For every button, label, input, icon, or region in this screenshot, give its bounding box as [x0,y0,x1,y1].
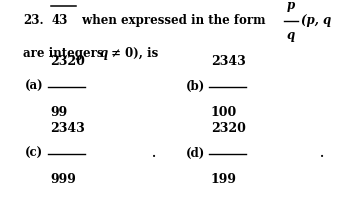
Text: (b): (b) [186,80,205,93]
Text: .: . [320,147,324,160]
Text: p: p [287,0,295,12]
Text: are integers: are integers [23,47,108,60]
Text: q: q [100,47,108,60]
Text: 199: 199 [211,173,237,186]
Text: 2320: 2320 [50,55,85,68]
Text: (c): (c) [25,147,43,160]
Text: 999: 999 [50,173,76,186]
Text: (d): (d) [186,147,205,160]
Text: 99: 99 [50,106,67,119]
Text: ≠ 0), is: ≠ 0), is [107,47,159,60]
Text: 2343: 2343 [50,122,85,135]
Text: 100: 100 [211,106,237,119]
Text: 2343: 2343 [211,55,245,68]
Text: 2320: 2320 [211,122,246,135]
Text: when expressed in the form: when expressed in the form [78,14,265,27]
Text: q: q [287,29,295,42]
Text: (a): (a) [25,80,44,93]
Text: .: . [152,147,156,160]
Text: 23.: 23. [23,14,44,27]
Text: 43: 43 [52,14,68,27]
Text: (p, q: (p, q [301,14,331,27]
